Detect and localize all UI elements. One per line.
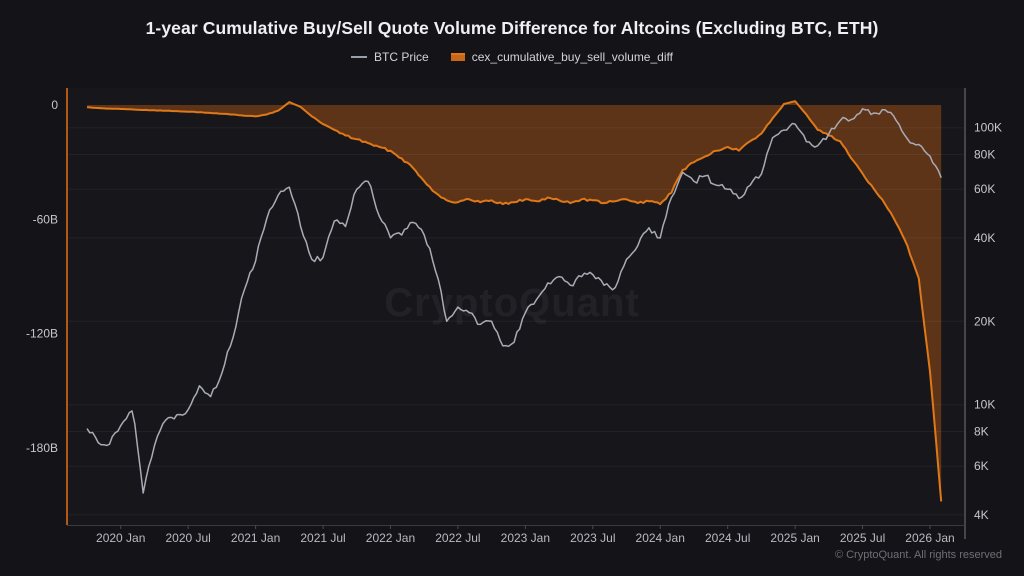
right-axis-label: 8K xyxy=(974,425,989,439)
x-axis-label: 2021 Jan xyxy=(231,531,280,545)
legend-item-volume-diff[interactable]: cex_cumulative_buy_sell_volume_diff xyxy=(450,50,673,64)
legend: BTC Price cex_cumulative_buy_sell_volume… xyxy=(0,50,1024,64)
legend-label-volume-diff: cex_cumulative_buy_sell_volume_diff xyxy=(471,50,673,64)
left-axis-label: -60B xyxy=(33,212,58,226)
right-axis-label: 6K xyxy=(974,459,989,473)
right-axis-label: 4K xyxy=(974,508,989,522)
legend-label-btc-price: BTC Price xyxy=(374,50,429,64)
x-axis-label: 2024 Jul xyxy=(705,531,750,545)
x-axis-label: 2022 Jul xyxy=(435,531,480,545)
x-axis-label: 2020 Jan xyxy=(96,531,145,545)
left-axis-label: -120B xyxy=(26,327,58,341)
right-axis-label: 40K xyxy=(974,231,995,245)
x-axis-label: 2025 Jan xyxy=(770,531,819,545)
x-axis-label: 2023 Jul xyxy=(570,531,615,545)
x-axis-label: 2025 Jul xyxy=(840,531,885,545)
right-axis-label: 80K xyxy=(974,148,995,162)
line-swatch-icon xyxy=(351,56,368,58)
x-axis-label: 2024 Jan xyxy=(636,531,685,545)
volume-diff-line xyxy=(86,100,943,502)
x-axis-label: 2023 Jan xyxy=(501,531,550,545)
right-axis-label: 60K xyxy=(974,182,995,196)
area-swatch-icon xyxy=(450,53,465,61)
x-axis-label: 2021 Jul xyxy=(300,531,345,545)
right-axis-label: 10K xyxy=(974,398,995,412)
x-axis-label: 2026 Jan xyxy=(905,531,954,545)
right-axis-label: 20K xyxy=(974,314,995,328)
copyright-footer: © CryptoQuant. All rights reserved xyxy=(834,549,1002,561)
legend-item-btc-price[interactable]: BTC Price xyxy=(351,50,429,64)
left-axis-label: 0 xyxy=(51,98,58,112)
btc-price-line xyxy=(86,108,942,494)
volume-diff-area xyxy=(87,101,942,502)
left-axis-label: -180B xyxy=(26,441,58,455)
right-axis-label: 100K xyxy=(974,121,1002,135)
x-axis-label: 2020 Jul xyxy=(165,531,210,545)
x-axis-label: 2022 Jan xyxy=(366,531,415,545)
chart-title: 1-year Cumulative Buy/Sell Quote Volume … xyxy=(145,18,879,38)
